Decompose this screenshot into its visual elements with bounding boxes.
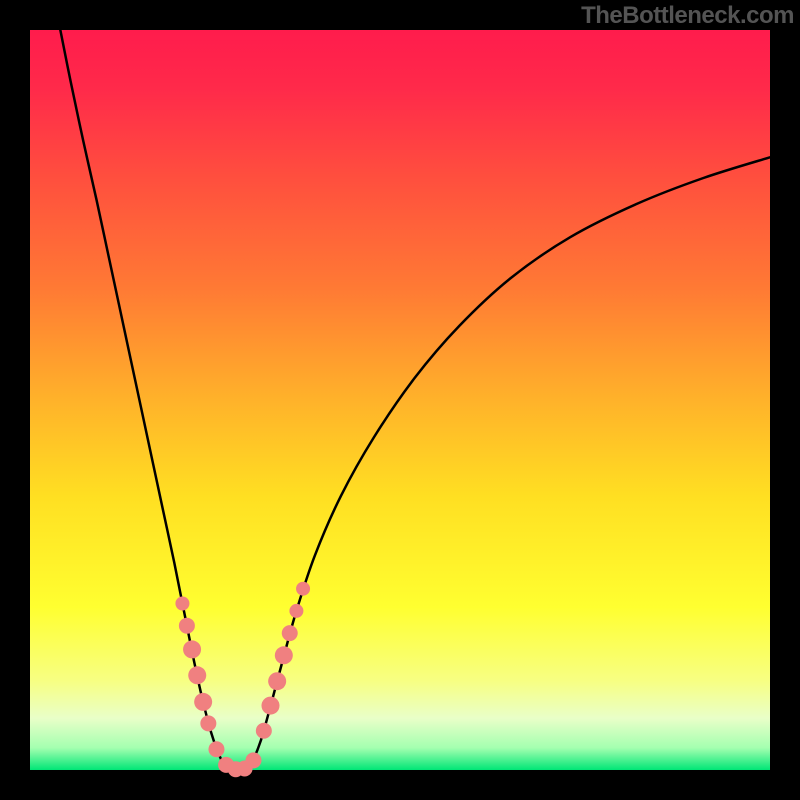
data-marker bbox=[245, 752, 261, 768]
data-marker bbox=[208, 741, 224, 757]
data-marker bbox=[275, 646, 293, 664]
data-marker bbox=[200, 715, 216, 731]
data-marker bbox=[262, 697, 280, 715]
data-marker bbox=[188, 666, 206, 684]
data-marker bbox=[179, 618, 195, 634]
data-marker bbox=[183, 640, 201, 658]
data-marker bbox=[256, 723, 272, 739]
data-marker bbox=[194, 693, 212, 711]
data-marker bbox=[289, 604, 303, 618]
data-marker bbox=[268, 672, 286, 690]
data-marker bbox=[296, 582, 310, 596]
data-marker bbox=[282, 625, 298, 641]
figure-canvas: TheBottleneck.com bbox=[0, 0, 800, 800]
plot-svg bbox=[0, 0, 800, 800]
data-marker bbox=[175, 597, 189, 611]
